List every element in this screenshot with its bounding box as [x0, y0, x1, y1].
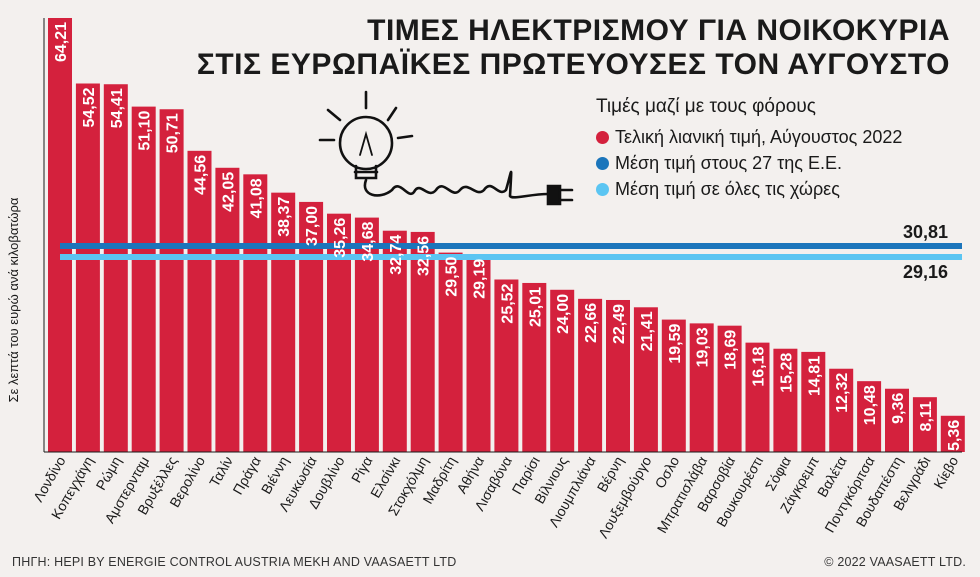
- legend-dot-all-avg: [596, 182, 609, 196]
- bar-24: [717, 325, 742, 452]
- category-label-11: Ρίγα: [348, 454, 376, 486]
- bar-10: [327, 213, 351, 452]
- value-label-2: 54,41: [109, 88, 126, 128]
- value-label-27: 14,81: [806, 356, 823, 396]
- legend-item-all-avg: Μέση τιμή σε όλες τις χώρες: [596, 176, 902, 202]
- bar-30: [885, 388, 909, 452]
- bar-1: [75, 83, 100, 452]
- source-note: ΠΗΓΗ: HEPI BY ENERGIE CONTROL AUSTRIA ME…: [12, 555, 457, 569]
- value-label-28: 12,32: [834, 373, 851, 413]
- lightbulb-plug-icon: [318, 90, 574, 206]
- legend-title: Τιμές μαζί με τους φόρους: [596, 96, 816, 117]
- title-line-2: ΣΤΙΣ ΕΥΡΩΠΑΪΚΕΣ ΠΡΩΤΕΥΟΥΣΕΣ ΤΟΝ ΑΥΓΟΥΣΤΟ: [196, 48, 950, 81]
- bar-32: [940, 415, 965, 452]
- category-label-7: Πράγα: [229, 454, 263, 498]
- legend-label-eu-avg: Μέση τιμή στους 27 της Ε.Ε.: [615, 152, 842, 173]
- value-label-32: 5,36: [946, 420, 963, 451]
- value-label-19: 22,66: [583, 303, 600, 343]
- legend-label-all-avg: Μέση τιμή σε όλες τις χώρες: [615, 178, 840, 199]
- value-label-22: 19,59: [667, 323, 684, 363]
- legend-label-retail: Τελική λιανική τιμή, Αύγουστος 2022: [615, 126, 903, 147]
- category-label-32: Κίεβο: [930, 453, 961, 491]
- bar-2: [103, 84, 128, 453]
- legend-item-retail: Τελική λιανική τιμή, Αύγουστος 2022: [596, 124, 902, 150]
- value-label-20: 22,49: [611, 304, 628, 344]
- value-label-6: 42,05: [220, 172, 237, 212]
- value-label-31: 8,11: [918, 401, 935, 431]
- value-label-26: 15,28: [778, 353, 795, 393]
- bar-0: [48, 18, 72, 452]
- bar-12: [382, 230, 407, 452]
- value-label-15: 29,19: [472, 259, 489, 299]
- legend: Τιμές μαζί με τους φόρους Τελική λιανική…: [596, 96, 902, 202]
- value-label-21: 21,41: [639, 311, 656, 351]
- value-label-18: 24,00: [555, 294, 572, 334]
- value-label-12: 32,74: [388, 235, 405, 275]
- bar-26: [773, 348, 798, 452]
- value-label-4: 50,71: [165, 113, 182, 153]
- bar-29: [857, 381, 882, 452]
- legend-item-eu-avg: Μέση τιμή στους 27 της Ε.Ε.: [596, 150, 902, 176]
- bar-23: [689, 323, 714, 452]
- bar-4: [159, 109, 184, 452]
- value-label-23: 19,03: [695, 327, 712, 367]
- value-label-11: 34,68: [360, 222, 377, 262]
- title-line-1: ΤΙΜΕΣ ΗΛΕΚΤΡΙΣΜΟΥ ΓΙΑ ΝΟΙΚΟΚΥΡΙΑ: [367, 14, 950, 47]
- value-label-8: 38,37: [276, 197, 293, 237]
- value-label-5: 44,56: [193, 155, 210, 195]
- bar-22: [661, 319, 686, 452]
- value-label-3: 51,10: [137, 111, 154, 151]
- legend-dot-retail: [596, 130, 609, 144]
- value-label-14: 29,50: [444, 257, 461, 297]
- chart-title: ΤΙΜΕΣ ΗΛΕΚΤΡΙΣΜΟΥ ΓΙΑ ΝΟΙΚΟΚΥΡΙΑ ΣΤΙΣ ΕΥ…: [197, 14, 950, 82]
- value-label-24: 18,69: [723, 330, 740, 370]
- bar-27: [801, 351, 826, 452]
- bar-21: [633, 307, 658, 452]
- bar-6: [215, 167, 240, 452]
- bar-15: [466, 254, 491, 452]
- bar-18: [550, 289, 575, 452]
- legend-dot-eu-avg: [596, 156, 609, 170]
- value-label-0: 64,21: [53, 22, 70, 62]
- value-label-16: 25,52: [499, 283, 516, 323]
- bar-20: [606, 299, 630, 452]
- bar-16: [494, 279, 519, 452]
- bar-31: [912, 397, 937, 452]
- bar-25: [745, 342, 770, 452]
- value-label-10: 35,26: [332, 218, 349, 258]
- eu-avg-value-label: 30,81: [902, 222, 948, 242]
- category-label-21: Λουξεμβούργο: [595, 453, 655, 541]
- bar-17: [522, 282, 547, 452]
- y-axis-label: Σε λεπτά του ευρώ ανά κιλοβατώρα: [6, 197, 21, 403]
- bar-13: [410, 231, 435, 452]
- bar-8: [271, 192, 296, 452]
- bar-28: [829, 368, 854, 452]
- value-label-30: 9,36: [890, 393, 907, 424]
- copyright-note: © 2022 VAASAETT LTD.: [824, 555, 966, 569]
- bar-19: [578, 298, 603, 452]
- bar-5: [187, 150, 212, 452]
- value-label-29: 10,48: [862, 385, 879, 425]
- all-avg-value-label: 29,16: [902, 262, 948, 282]
- value-label-13: 32,56: [416, 236, 433, 276]
- value-label-9: 37,00: [304, 206, 321, 246]
- value-label-25: 16,18: [751, 347, 768, 387]
- bar-14: [438, 252, 463, 452]
- value-label-17: 25,01: [527, 287, 544, 327]
- value-label-7: 41,08: [248, 178, 265, 218]
- bar-3: [131, 106, 156, 452]
- value-label-1: 54,52: [81, 87, 98, 127]
